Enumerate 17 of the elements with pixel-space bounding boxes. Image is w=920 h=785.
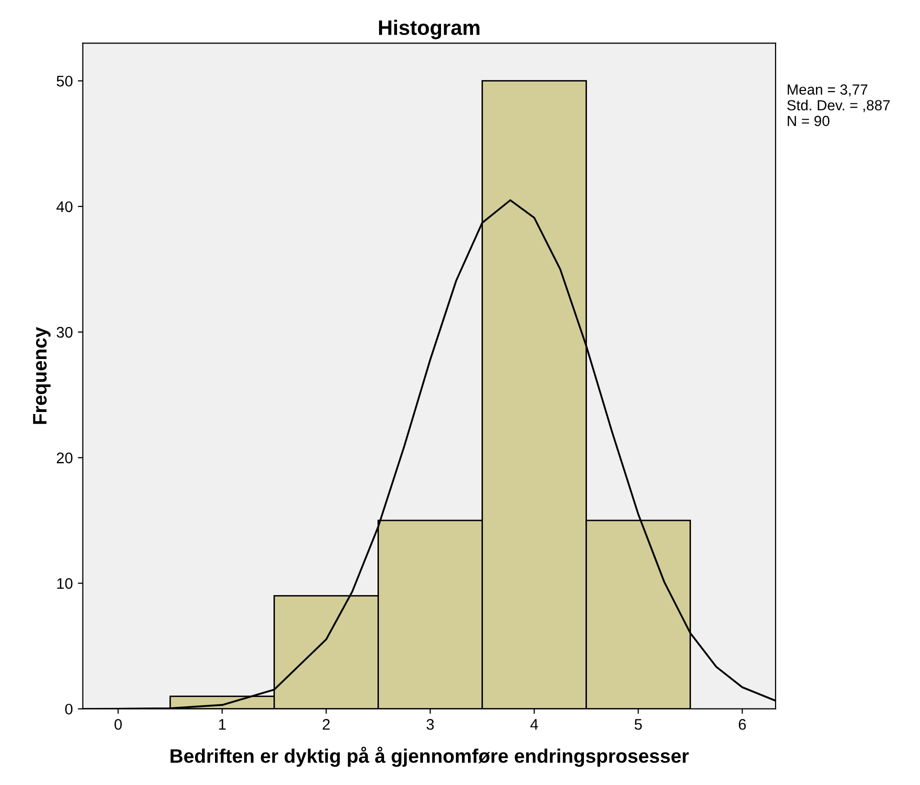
x-tick-label: 5 (634, 719, 642, 730)
y-tick-label: 40 (56, 201, 72, 212)
x-tick-label: 1 (219, 719, 226, 730)
y-tick-label: 20 (56, 452, 72, 464)
y-tick-label: 0 (65, 704, 72, 715)
x-tick-label: 4 (530, 719, 538, 730)
x-tick-label: 0 (114, 718, 122, 730)
x-tick-label: 6 (738, 718, 746, 730)
text: Mean = 3,77 Std. Dev. = ,887 N = 90 (787, 84, 890, 126)
chart-title: Histogram (379, 20, 480, 40)
y-axis-title: Frequency (33, 326, 51, 424)
y-tick-label: 30 (56, 326, 72, 338)
y-tick-label: 50 (56, 76, 72, 87)
x-axis-title: Bedriften er dyktig på å gjennomføre endringsprosesser (170, 746, 689, 767)
x-tick-label: 3 (426, 718, 434, 730)
x-tick-label: 2 (322, 718, 330, 730)
y-tick-label: 10 (57, 578, 72, 589)
